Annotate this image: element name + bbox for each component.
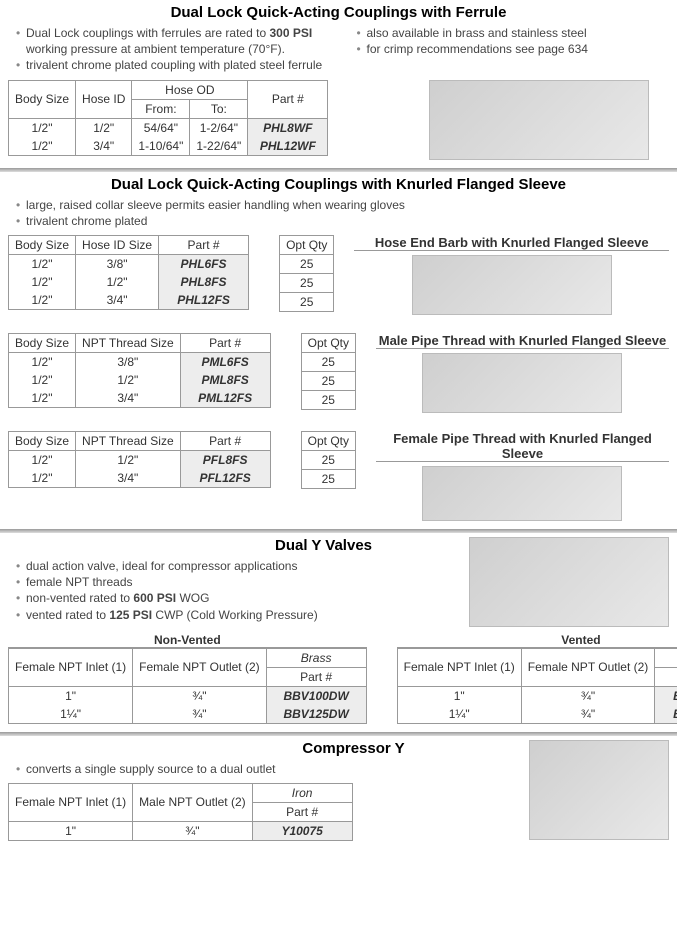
product-image-dual-y [469,537,669,627]
bullets-ferrule: Dual Lock couplings with ferrules are ra… [8,25,669,74]
table-row: 1/2" 3/4" PML12FS [9,389,271,408]
product-image-group-0 [412,255,612,315]
table-row: 1"¾"BBV100DW [9,686,367,705]
table-group-2: Body Size NPT Thread Size Part # 1/2" 1/… [8,431,271,488]
table-row: 1"¾"BBV100DWV [397,686,677,705]
section-dual-y: Dual Y Valves dual action valve, ideal f… [0,533,677,732]
table-row: 25 [280,273,334,292]
th-to: To: [190,99,248,118]
bullet: Dual Lock couplings with ferrules are ra… [16,25,329,57]
table-row: 25 [301,469,355,488]
bullet: trivalent chrome plated coupling with pl… [16,57,329,73]
th-part: Part # [248,80,328,118]
table-row: 1/2" 1/2" PFL8FS [9,450,271,469]
bullet: trivalent chrome plated [16,213,405,229]
group-label: Male Pipe Thread with Knurled Flanged Sl… [376,333,669,349]
table-row: 1/2" 3/4" PFL12FS [9,469,271,488]
product-image-compressor-y [529,740,669,840]
bullet: also available in brass and stainless st… [357,25,670,41]
title-ferrule: Dual Lock Quick-Acting Couplings with Fe… [8,4,669,21]
table-row: 25 [280,292,334,311]
th-body: Body Size [9,80,76,118]
table-nonvented: Female NPT Inlet (1) Female NPT Outlet (… [8,648,367,724]
table-opt-0: Opt Qty252525 [279,235,334,312]
table-row: 1¼"¾"BBV125DW [9,705,367,724]
label-nonvented: Non-Vented [8,633,367,648]
title-compressor-y: Compressor Y [188,740,519,757]
table-row: 1/2" 3/8" PHL6FS [9,254,249,273]
table-row: 25 [301,352,355,371]
table-opt-1: Opt Qty252525 [301,333,356,410]
table-row: 1"¾"Y10075 [9,821,353,840]
table-vented: Female NPT Inlet (1) Female NPT Outlet (… [397,648,677,724]
bullet: for crimp recommendations see page 634 [357,41,670,57]
th-from: From: [132,99,190,118]
table-compressor-y: Female NPT Inlet (1) Male NPT Outlet (2)… [8,783,353,841]
bullet: non-vented rated to 600 PSI WOG [16,590,318,606]
table-row: 25 [280,254,334,273]
product-image-group-1 [422,353,622,413]
table-row: 1/2" 3/8" PML6FS [9,352,271,371]
table-ferrule: Body Size Hose ID Hose OD Part # From: T… [8,80,328,156]
table-row: 1/2" 1/2" PML8FS [9,371,271,389]
bullet: dual action valve, ideal for compressor … [16,558,318,574]
table-row: 25 [301,450,355,469]
table-row: 1/2" 1/2" 54/64" 1-2/64" PHL8WF [9,118,328,137]
label-vented: Vented [397,633,677,648]
group-label: Hose End Barb with Knurled Flanged Sleev… [354,235,669,251]
th-od: Hose OD [132,80,248,99]
group-row: Body Size NPT Thread Size Part # 1/2" 1/… [8,431,669,521]
bullet: vented rated to 125 PSI CWP (Cold Workin… [16,607,318,623]
bullet: female NPT threads [16,574,318,590]
group-row: Body Size Hose ID Size Part # 1/2" 3/8" … [8,235,669,315]
product-image-ferrule [429,80,649,160]
product-image-group-2 [422,466,622,521]
table-row: 1/2" 1/2" PHL8FS [9,273,249,291]
th-hose: Hose ID [76,80,132,118]
bullet: large, raised collar sleeve permits easi… [16,197,405,213]
table-row: 25 [301,390,355,409]
group-row: Body Size NPT Thread Size Part # 1/2" 3/… [8,333,669,413]
group-label: Female Pipe Thread with Knurled Flanged … [376,431,669,462]
table-row: 1¼"¾"BBV125DWV [397,705,677,724]
section-ferrule: Dual Lock Quick-Acting Couplings with Fe… [0,0,677,168]
table-row: 1/2" 3/4" 1-10/64" 1-22/64" PHL12WF [9,137,328,156]
section-knurled: Dual Lock Quick-Acting Couplings with Kn… [0,172,677,529]
title-knurled: Dual Lock Quick-Acting Couplings with Kn… [8,176,669,193]
table-row: 25 [301,371,355,390]
table-group-0: Body Size Hose ID Size Part # 1/2" 3/8" … [8,235,249,310]
table-opt-2: Opt Qty2525 [301,431,356,489]
section-compressor-y: Compressor Y converts a single supply so… [0,736,677,849]
table-group-1: Body Size NPT Thread Size Part # 1/2" 3/… [8,333,271,408]
table-row: 1/2" 3/4" PHL12FS [9,291,249,310]
title-dual-y: Dual Y Valves [188,537,459,554]
bullet: converts a single supply source to a dua… [16,761,275,777]
